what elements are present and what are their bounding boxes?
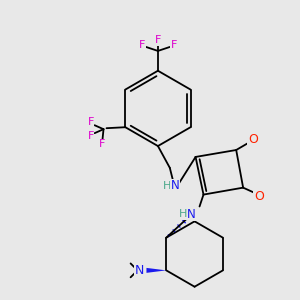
Text: N: N: [170, 179, 179, 192]
Text: O: O: [254, 190, 264, 203]
Text: H: H: [178, 209, 187, 219]
Text: H: H: [163, 181, 171, 191]
Text: N: N: [187, 208, 196, 221]
Polygon shape: [146, 268, 166, 273]
Text: N: N: [135, 264, 144, 277]
Text: F: F: [155, 35, 161, 45]
Text: F: F: [171, 40, 177, 50]
Text: O: O: [248, 133, 258, 146]
Text: F: F: [88, 117, 94, 127]
Text: F: F: [99, 139, 106, 149]
Text: F: F: [88, 131, 94, 141]
Text: F: F: [139, 40, 145, 50]
